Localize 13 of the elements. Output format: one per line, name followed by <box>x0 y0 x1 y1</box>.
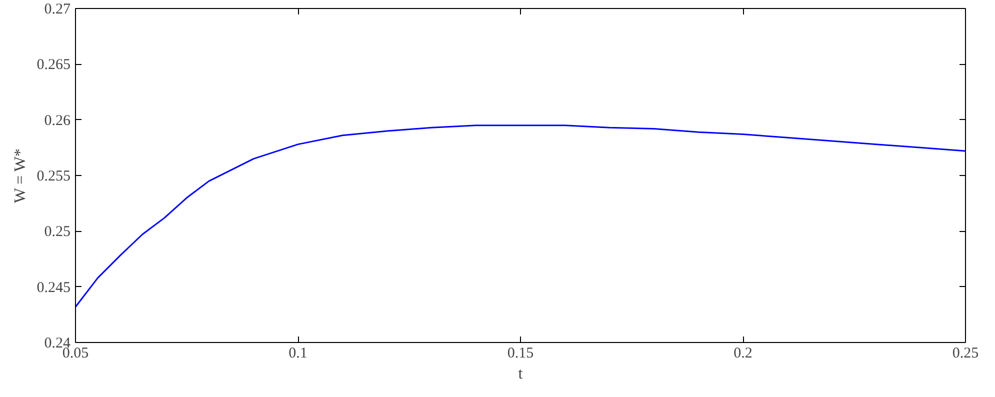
y-tick-label: 0.27 <box>44 2 71 18</box>
x-axis-title: t <box>518 366 524 382</box>
y-tick-label: 0.25 <box>44 224 70 240</box>
y-tick-label: 0.245 <box>36 280 70 296</box>
y-tick-label: 0.265 <box>36 57 70 74</box>
y-tick-label: 0.26 <box>44 112 71 129</box>
x-tick-label: 0.2 <box>734 346 752 362</box>
y-axis-title: W = W* <box>12 148 29 204</box>
x-tick-label: 0.1 <box>288 346 308 362</box>
x-tick-label: 0.15 <box>507 346 534 362</box>
x-tick-label: 0.25 <box>952 346 979 362</box>
line-series <box>76 124 966 308</box>
y-tick-label: 0.255 <box>36 168 70 184</box>
